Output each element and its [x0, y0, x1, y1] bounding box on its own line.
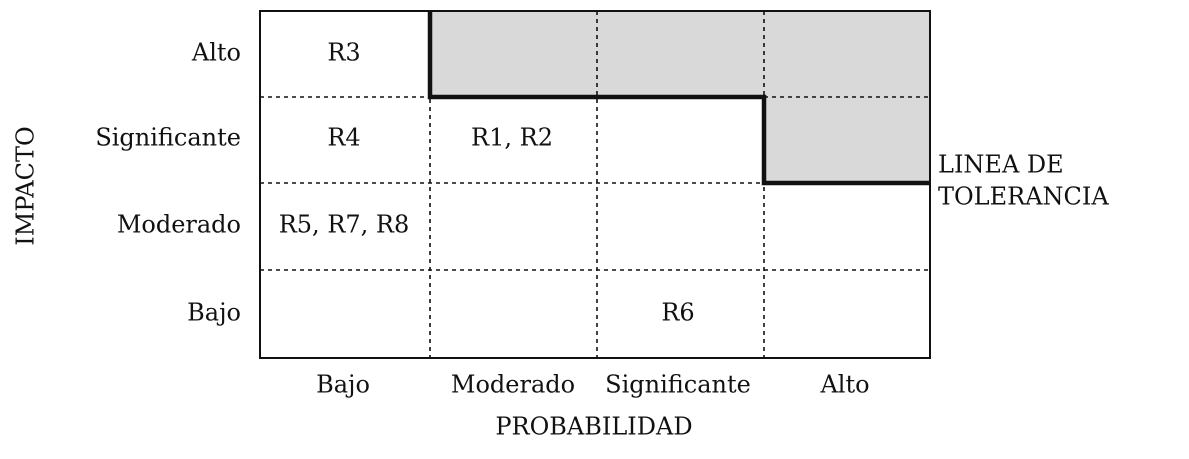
cell-significante-moderado: R1, R2	[471, 124, 553, 152]
y-axis-title: IMPACTO	[12, 126, 40, 245]
y-level-bajo: Bajo	[187, 299, 241, 327]
x-level-moderado: Moderado	[451, 371, 575, 399]
x-level-bajo: Bajo	[316, 371, 370, 399]
y-level-alto: Alto	[191, 39, 241, 67]
x-axis-title: PROBABILIDAD	[495, 413, 692, 441]
cell-alto-bajo: R3	[327, 39, 360, 67]
y-level-moderado: Moderado	[117, 211, 241, 239]
cell-significante-bajo: R4	[327, 124, 360, 152]
cell-moderado-bajo: R5, R7, R8	[279, 211, 410, 239]
tolerance-label-line1: LINEA DE	[938, 151, 1064, 179]
tolerance-line	[427, 11, 930, 186]
x-level-significante: Significante	[605, 371, 751, 399]
cell-bajo-significante: R6	[661, 299, 694, 327]
y-level-significante: Significante	[95, 124, 241, 152]
tolerance-label-line2: TOLERANCIA	[938, 183, 1109, 211]
x-level-alto: Alto	[819, 371, 869, 399]
